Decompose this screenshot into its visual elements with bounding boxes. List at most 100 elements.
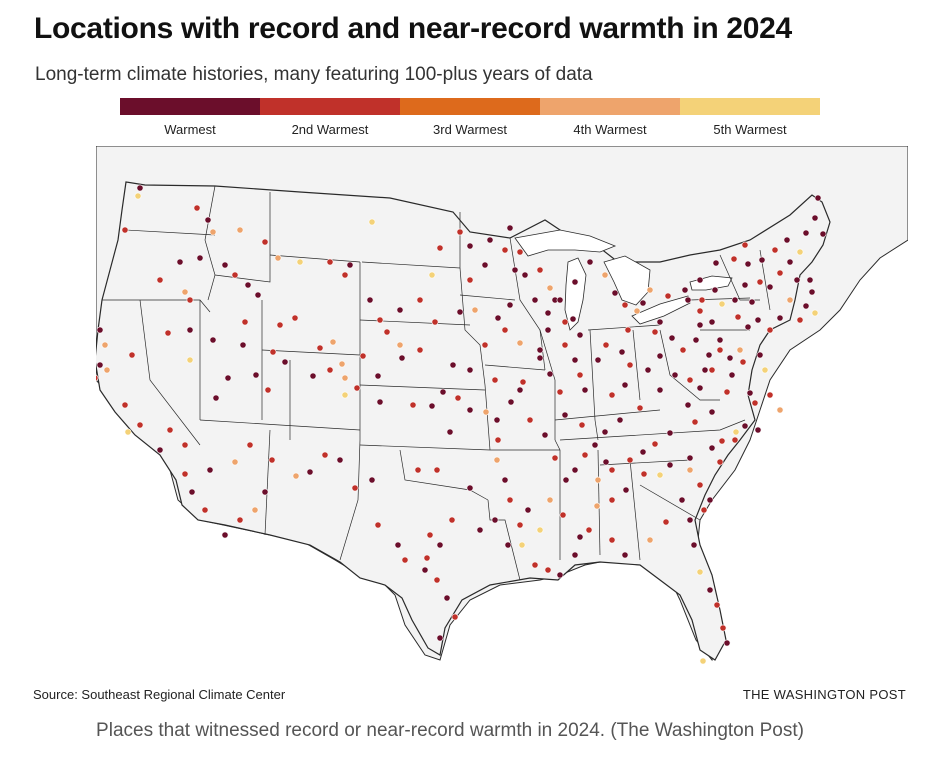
legend-swatch-4th-warmest (540, 98, 680, 115)
station-dot-warmest (204, 216, 212, 224)
station-dot-5th-warmest (761, 366, 769, 374)
station-dot-warmest (684, 401, 692, 409)
station-dot-warmest (748, 298, 756, 306)
station-dot-2nd-warmest (193, 204, 201, 212)
station-dot-2nd-warmest (796, 316, 804, 324)
station-dot-2nd-warmest (491, 376, 499, 384)
station-dot-4th-warmest (776, 406, 784, 414)
station-dot-4th-warmest (646, 536, 654, 544)
station-dot-4th-warmest (593, 502, 601, 510)
station-dot-2nd-warmest (376, 316, 384, 324)
station-dot-2nd-warmest (451, 613, 459, 621)
station-dot-warmest (571, 278, 579, 286)
station-dot-2nd-warmest (751, 399, 759, 407)
station-dot-warmest (696, 384, 704, 392)
station-dot-warmest (456, 308, 464, 316)
station-dot-warmest (705, 351, 713, 359)
station-dot-2nd-warmest (636, 404, 644, 412)
station-dot-4th-warmest (251, 506, 259, 514)
station-dot-2nd-warmest (501, 326, 509, 334)
station-dot-warmest (506, 301, 514, 309)
station-dot-4th-warmest (471, 306, 479, 314)
station-dot-warmest (209, 336, 217, 344)
station-dot-warmest (692, 336, 700, 344)
station-dot-2nd-warmest (556, 388, 564, 396)
station-dot-warmest (678, 496, 686, 504)
station-dot-5th-warmest (341, 391, 349, 399)
station-dot-4th-warmest (686, 466, 694, 474)
publisher-credit: THE WASHINGTON POST (742, 687, 906, 702)
station-dot-warmest (493, 416, 501, 424)
station-dot-4th-warmest (546, 284, 554, 292)
station-dot-warmest (398, 354, 406, 362)
legend-label-5th-warmest: 5th Warmest (713, 122, 787, 137)
station-dot-warmest (556, 296, 564, 304)
station-dot-2nd-warmest (716, 458, 724, 466)
station-dot-warmest (96, 326, 104, 334)
station-dot-warmest (486, 236, 494, 244)
station-dot-warmest (346, 261, 354, 269)
station-dot-warmest (716, 336, 724, 344)
station-dot-warmest (706, 586, 714, 594)
station-dot-4th-warmest (236, 226, 244, 234)
station-dot-warmest (531, 296, 539, 304)
station-dot-2nd-warmest (181, 470, 189, 478)
station-dot-4th-warmest (292, 472, 300, 480)
station-dot-4th-warmest (736, 346, 744, 354)
station-dot-warmest (521, 271, 529, 279)
legend-label-4th-warmest: 4th Warmest (573, 122, 647, 137)
station-dot-warmest (611, 289, 619, 297)
station-dot-warmest (639, 448, 647, 456)
station-dot-2nd-warmest (624, 326, 632, 334)
station-dot-warmest (741, 422, 749, 430)
station-dot-2nd-warmest (353, 384, 361, 392)
station-dot-warmest (376, 398, 384, 406)
station-dot-warmest (686, 454, 694, 462)
station-dot-warmest (708, 408, 716, 416)
station-dot-warmest (741, 281, 749, 289)
station-dot-2nd-warmest (771, 246, 779, 254)
station-dot-warmest (446, 428, 454, 436)
station-dot-2nd-warmest (454, 394, 462, 402)
station-dot-2nd-warmest (516, 521, 524, 529)
station-dot-2nd-warmest (416, 296, 424, 304)
station-dot-warmest (758, 256, 766, 264)
station-dot-warmest (541, 431, 549, 439)
station-dot-warmest (261, 488, 269, 496)
station-dot-2nd-warmest (416, 346, 424, 354)
station-dot-warmest (618, 348, 626, 356)
station-dot-warmest (136, 184, 144, 192)
station-dot-5th-warmest (732, 428, 740, 436)
station-dot-2nd-warmest (156, 276, 164, 284)
station-dots (96, 184, 827, 665)
station-dot-warmest (639, 299, 647, 307)
station-dot-4th-warmest (646, 286, 654, 294)
station-dot-5th-warmest (124, 428, 132, 436)
station-dot-4th-warmest (396, 341, 404, 349)
page-subtitle: Long-term climate histories, many featur… (35, 64, 593, 85)
station-dot-warmest (684, 296, 692, 304)
us-outline (96, 181, 831, 661)
station-dot-warmest (744, 260, 752, 268)
station-dot-2nd-warmest (433, 466, 441, 474)
station-dot-2nd-warmest (651, 328, 659, 336)
station-dot-warmest (802, 229, 810, 237)
station-dot-warmest (176, 258, 184, 266)
station-dot-5th-warmest (296, 258, 304, 266)
station-dot-4th-warmest (633, 307, 641, 315)
station-dot-warmest (802, 302, 810, 310)
station-dot-warmest (576, 533, 584, 541)
station-dot-warmest (421, 566, 429, 574)
station-dot-4th-warmest (103, 366, 111, 374)
legend-swatch-warmest (120, 98, 260, 115)
station-dot-2nd-warmest (741, 241, 749, 249)
station-dot-warmest (708, 444, 716, 452)
station-dot-2nd-warmest (409, 401, 417, 409)
station-dot-2nd-warmest (766, 391, 774, 399)
station-dot-2nd-warmest (341, 271, 349, 279)
station-dot-2nd-warmest (696, 481, 704, 489)
station-dot-warmest (252, 371, 260, 379)
station-dot-warmest (556, 571, 564, 579)
station-dot-2nd-warmest (506, 496, 514, 504)
station-dot-warmest (622, 486, 630, 494)
